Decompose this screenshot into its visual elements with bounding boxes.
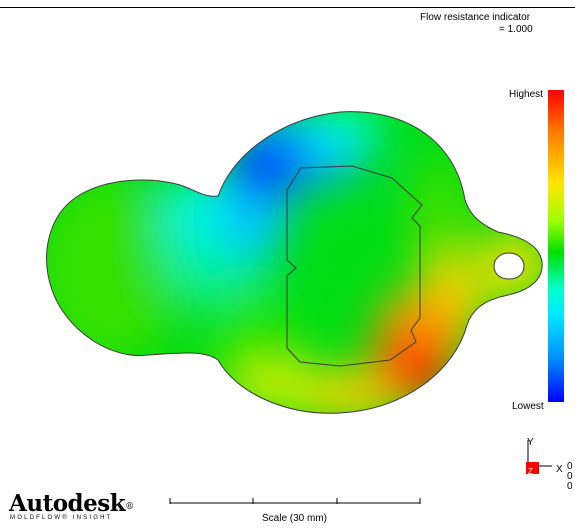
triad-z-label: Z	[528, 467, 533, 476]
part-outline	[46, 111, 543, 414]
header-divider	[0, 7, 575, 8]
legend-color-bar	[548, 90, 564, 402]
result-name: Flow resistance indicator	[420, 12, 531, 23]
triad-value: 0	[567, 471, 573, 482]
legend-high-label: Highest	[509, 89, 543, 100]
triad-values: 0 0 0	[567, 462, 573, 492]
axis-triad: Z	[526, 440, 552, 476]
legend-low-label: Lowest	[512, 401, 544, 412]
z-axis-indicator	[526, 462, 539, 474]
product-name: MOLDFLOW® INSIGHT	[10, 515, 113, 521]
triad-value: 0	[567, 481, 573, 492]
triad-x-label: X	[556, 464, 563, 475]
triad-value: 0	[567, 461, 573, 472]
scale-label: Scale (30 mm)	[262, 513, 328, 524]
autodesk-logo: Autodesk®	[9, 490, 134, 517]
result-value: = 1.000	[499, 24, 533, 35]
result-title: Flow resistance indicator = 1.000	[415, 12, 575, 40]
triad-y-label: Y	[527, 437, 534, 448]
scale-bar	[169, 498, 421, 504]
